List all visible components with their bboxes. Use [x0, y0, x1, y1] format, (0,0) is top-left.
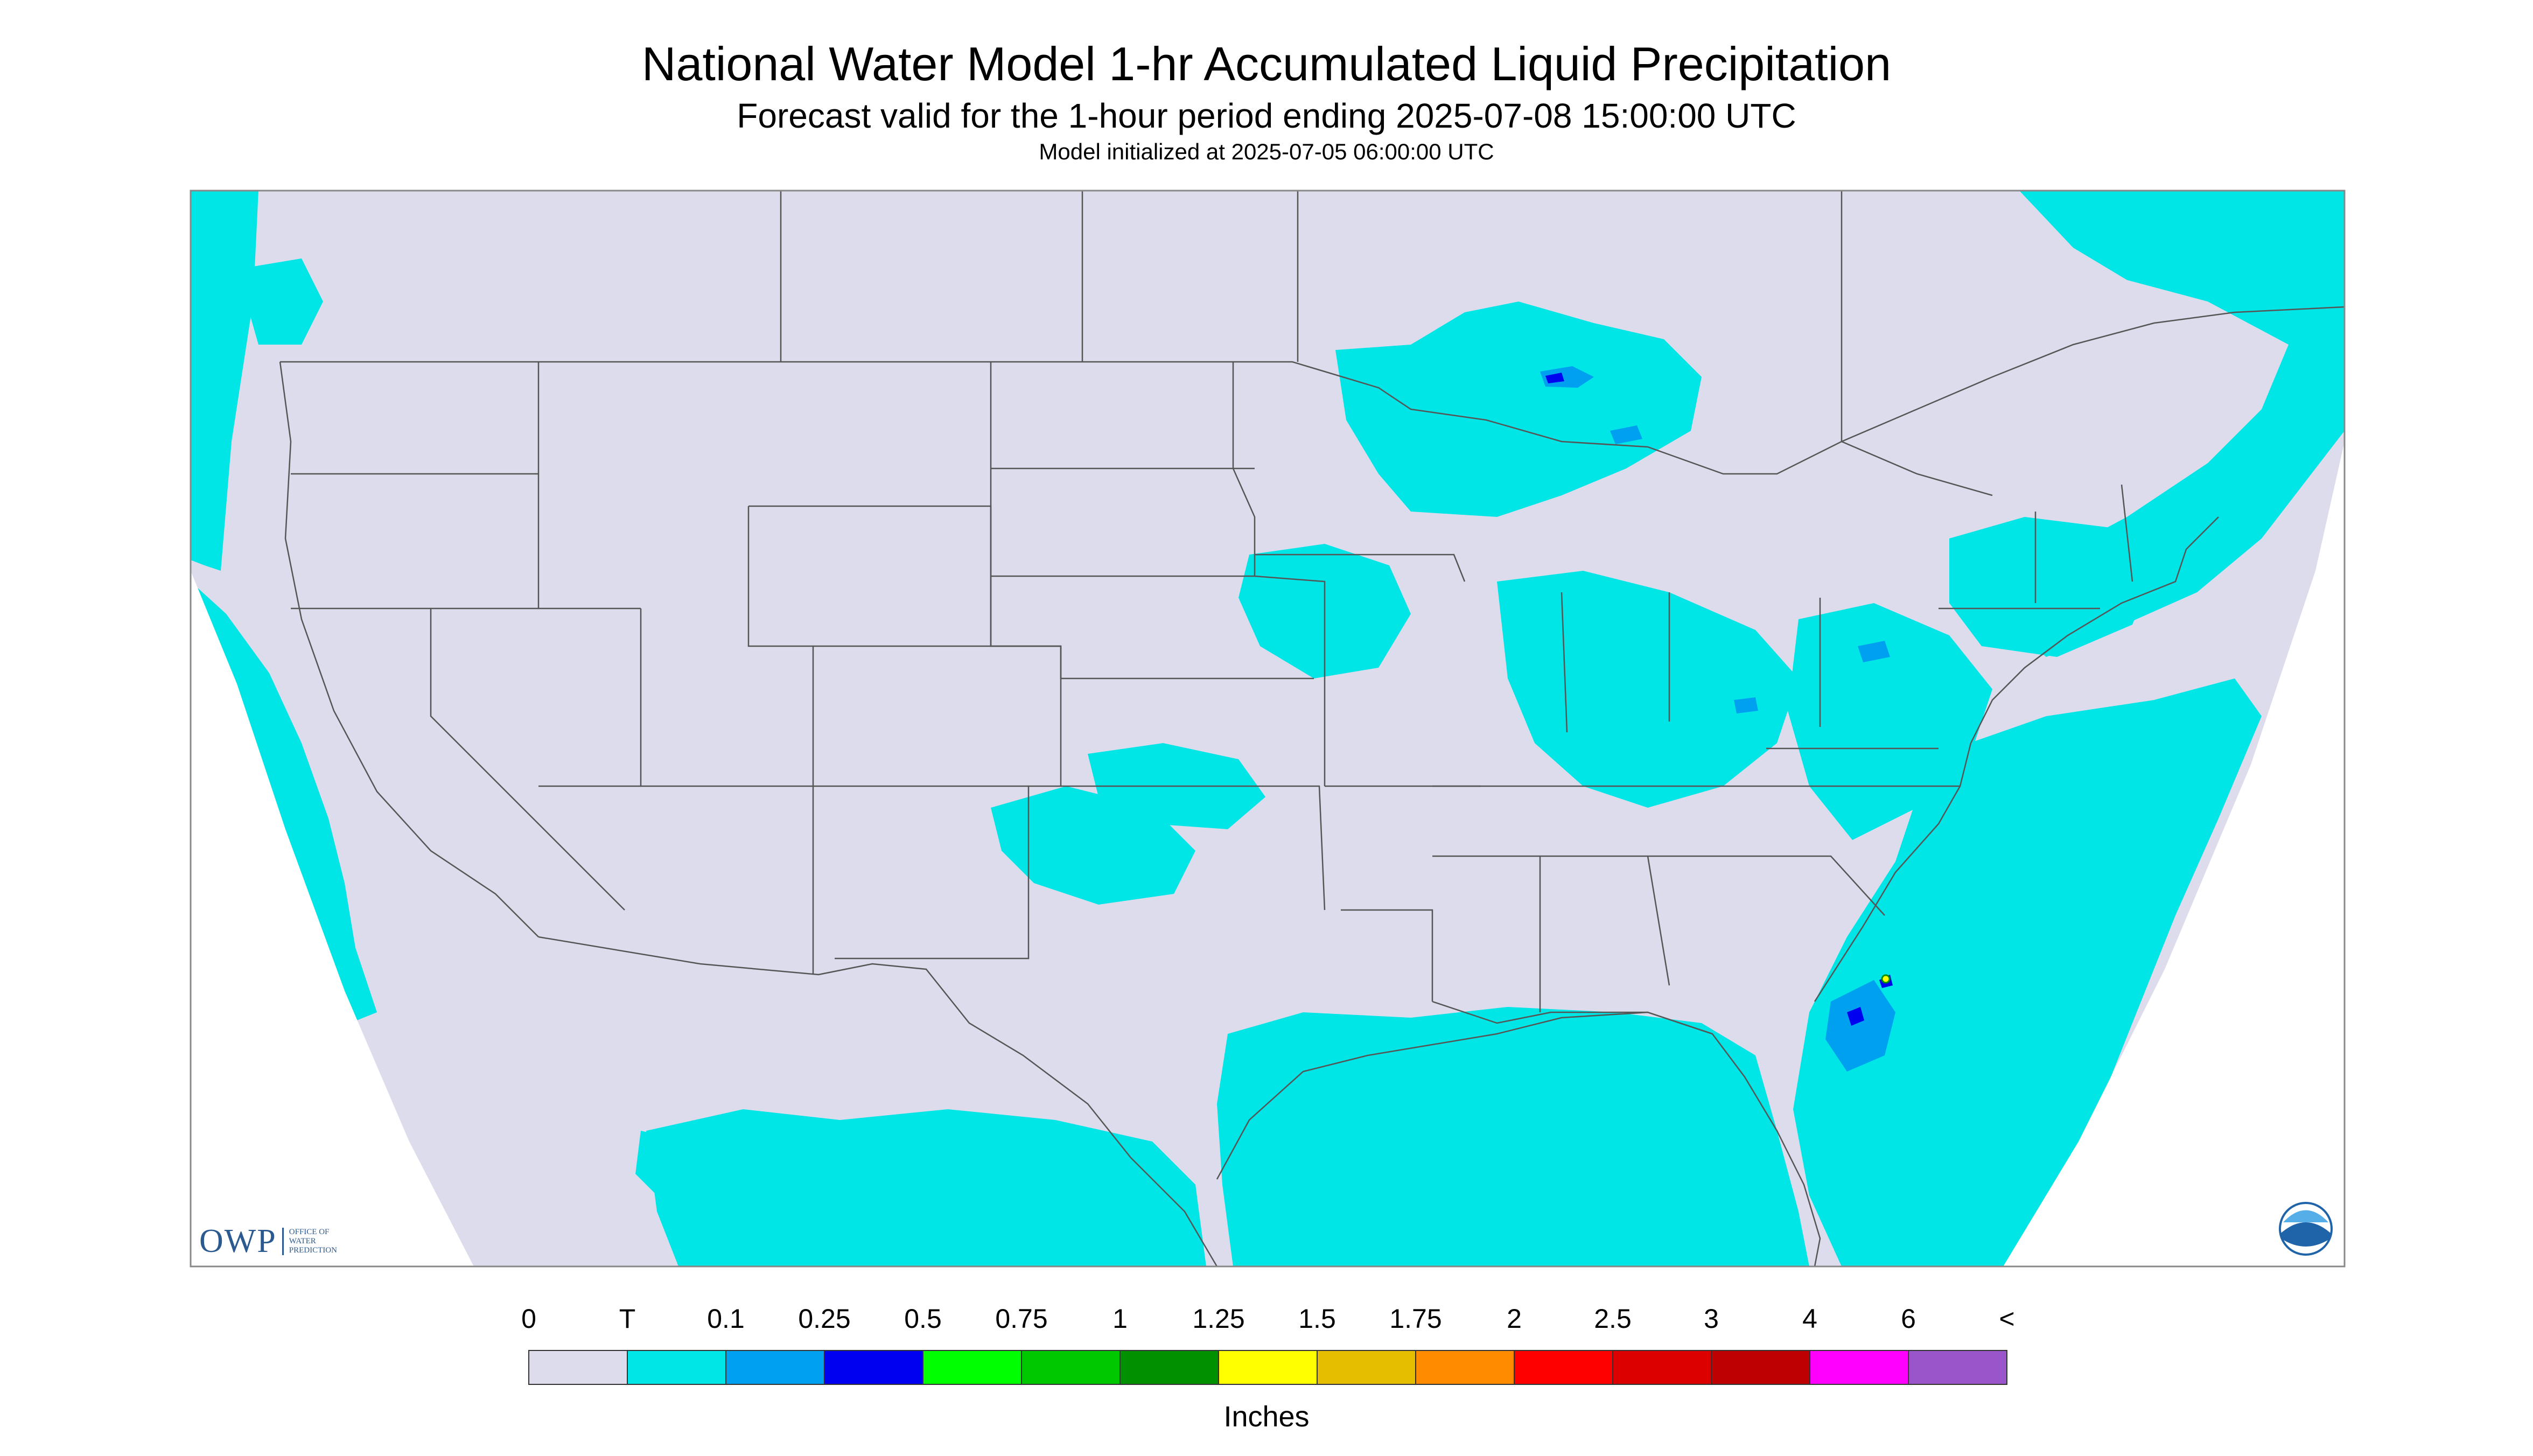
boundary-lines [279, 191, 2345, 1266]
owp-logo: OWP OFFICE OF WATER PREDICTION [199, 1222, 337, 1261]
noaa-logo [2279, 1202, 2333, 1256]
colorbar-tick-label: 0.1 [707, 1304, 745, 1334]
colorbar-tick-label: 0.5 [904, 1304, 942, 1334]
colorbar-swatch [1218, 1350, 1318, 1385]
colorbar-tick-label: < [1999, 1304, 2015, 1334]
colorbar-swatch [1119, 1350, 1219, 1385]
precip-ne-coast [1949, 517, 2154, 657]
us-mexico-border [538, 936, 1218, 1266]
precip-texas-panhandle [991, 786, 1195, 905]
colorbar-tick-label: 3 [1704, 1304, 1719, 1334]
west-coast [279, 361, 539, 937]
colorbar-tick-label: 0.25 [798, 1304, 851, 1334]
precip-west-edge [191, 191, 258, 571]
colorbar-swatch [1809, 1350, 1909, 1385]
precip-pacific-nw [237, 258, 323, 345]
colorbar-tick-label: 1 [1112, 1304, 1128, 1334]
colorbar-swatch [1415, 1350, 1515, 1385]
us-canada-border [280, 306, 2345, 475]
colorbar-swatch [824, 1350, 923, 1385]
colorbar-tick-label: 2.5 [1594, 1304, 1632, 1334]
precip-peak-cell [1881, 974, 1891, 984]
map-frame [190, 190, 2346, 1268]
colorbar-tick-label: 1.5 [1298, 1304, 1336, 1334]
colorbar-tick-label: 1.25 [1192, 1304, 1245, 1334]
precip-ne-corner [1992, 191, 2345, 657]
precip-midatlantic [1788, 603, 1992, 840]
map-subtitle: Forecast valid for the 1-hour period end… [737, 96, 1796, 135]
colorbar-tick-label: 4 [1802, 1304, 1817, 1334]
model-init-text: Model initialized at 2025-07-05 06:00:00… [1039, 139, 1494, 164]
precip-atlantic [1793, 678, 2262, 1266]
colorbar-swatch [528, 1350, 628, 1385]
projection-mask-west [191, 571, 474, 1266]
colorbar-tick-label: T [619, 1304, 636, 1334]
owp-logo-subtext: OFFICE OF WATER PREDICTION [282, 1228, 337, 1255]
map-canvas [191, 191, 2345, 1266]
colorbar-swatch [1908, 1350, 2007, 1385]
colorbar-units: Inches [1223, 1401, 1310, 1433]
colorbar-swatch [1514, 1350, 1613, 1385]
precip-mexico [646, 1109, 1206, 1266]
colorbar-swatch [627, 1350, 726, 1385]
colorbar-swatch [1317, 1350, 1416, 1385]
precip-gulf [1217, 1007, 1809, 1266]
precip-light-cells [1540, 366, 1895, 1072]
precip-baja [635, 1131, 700, 1206]
colorbar-tick-label: 1.75 [1389, 1304, 1442, 1334]
canada-lines [1841, 440, 1993, 496]
colorbar-tick-label: 0 [521, 1304, 536, 1334]
map-title: National Water Model 1-hr Accumulated Li… [641, 37, 1892, 90]
colorbar-swatch [1612, 1350, 1712, 1385]
colorbar-swatch [922, 1350, 1022, 1385]
precip-ohio-valley [1497, 571, 1799, 808]
gulf-coast [1216, 1011, 1821, 1266]
east-coast [1814, 516, 2219, 1002]
colorbar-swatch [1711, 1350, 1810, 1385]
projection-mask-east [2003, 442, 2345, 1266]
colorbar-tick-label: 0.75 [995, 1304, 1048, 1334]
colorbar-tick-label: 2 [1507, 1304, 1522, 1334]
colorbar-tick-label: 6 [1901, 1304, 1916, 1334]
colorbar-swatch [725, 1350, 825, 1385]
colorbar-swatch [1021, 1350, 1121, 1385]
owp-logo-text: OWP [199, 1223, 277, 1259]
precip-upper-midwest [1335, 302, 1702, 517]
